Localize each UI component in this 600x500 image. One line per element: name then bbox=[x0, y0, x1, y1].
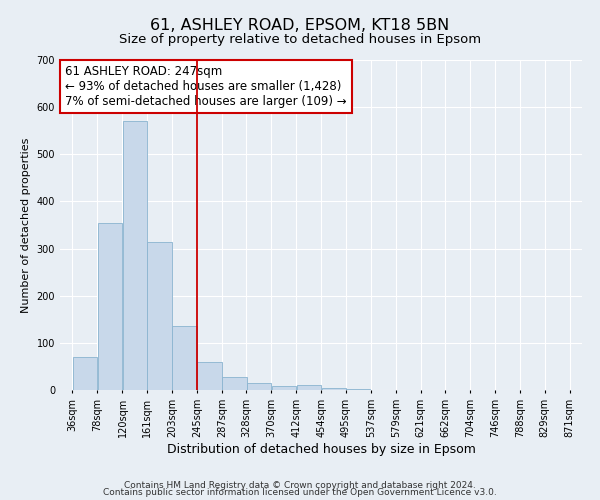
Y-axis label: Number of detached properties: Number of detached properties bbox=[21, 138, 31, 312]
Bar bbox=[272, 386, 296, 390]
Bar bbox=[197, 362, 221, 390]
Bar bbox=[247, 384, 271, 390]
Bar bbox=[73, 357, 97, 390]
Bar bbox=[346, 388, 370, 390]
Bar bbox=[322, 388, 346, 390]
Bar bbox=[172, 326, 197, 390]
Text: Contains HM Land Registry data © Crown copyright and database right 2024.: Contains HM Land Registry data © Crown c… bbox=[124, 480, 476, 490]
Bar bbox=[222, 377, 247, 390]
Bar bbox=[123, 122, 147, 390]
Bar bbox=[98, 222, 122, 390]
X-axis label: Distribution of detached houses by size in Epsom: Distribution of detached houses by size … bbox=[167, 442, 475, 456]
Bar bbox=[296, 386, 321, 390]
Text: Size of property relative to detached houses in Epsom: Size of property relative to detached ho… bbox=[119, 32, 481, 46]
Bar bbox=[147, 242, 172, 390]
Text: 61 ASHLEY ROAD: 247sqm
← 93% of detached houses are smaller (1,428)
7% of semi-d: 61 ASHLEY ROAD: 247sqm ← 93% of detached… bbox=[65, 65, 347, 108]
Text: Contains public sector information licensed under the Open Government Licence v3: Contains public sector information licen… bbox=[103, 488, 497, 497]
Text: 61, ASHLEY ROAD, EPSOM, KT18 5BN: 61, ASHLEY ROAD, EPSOM, KT18 5BN bbox=[151, 18, 449, 32]
